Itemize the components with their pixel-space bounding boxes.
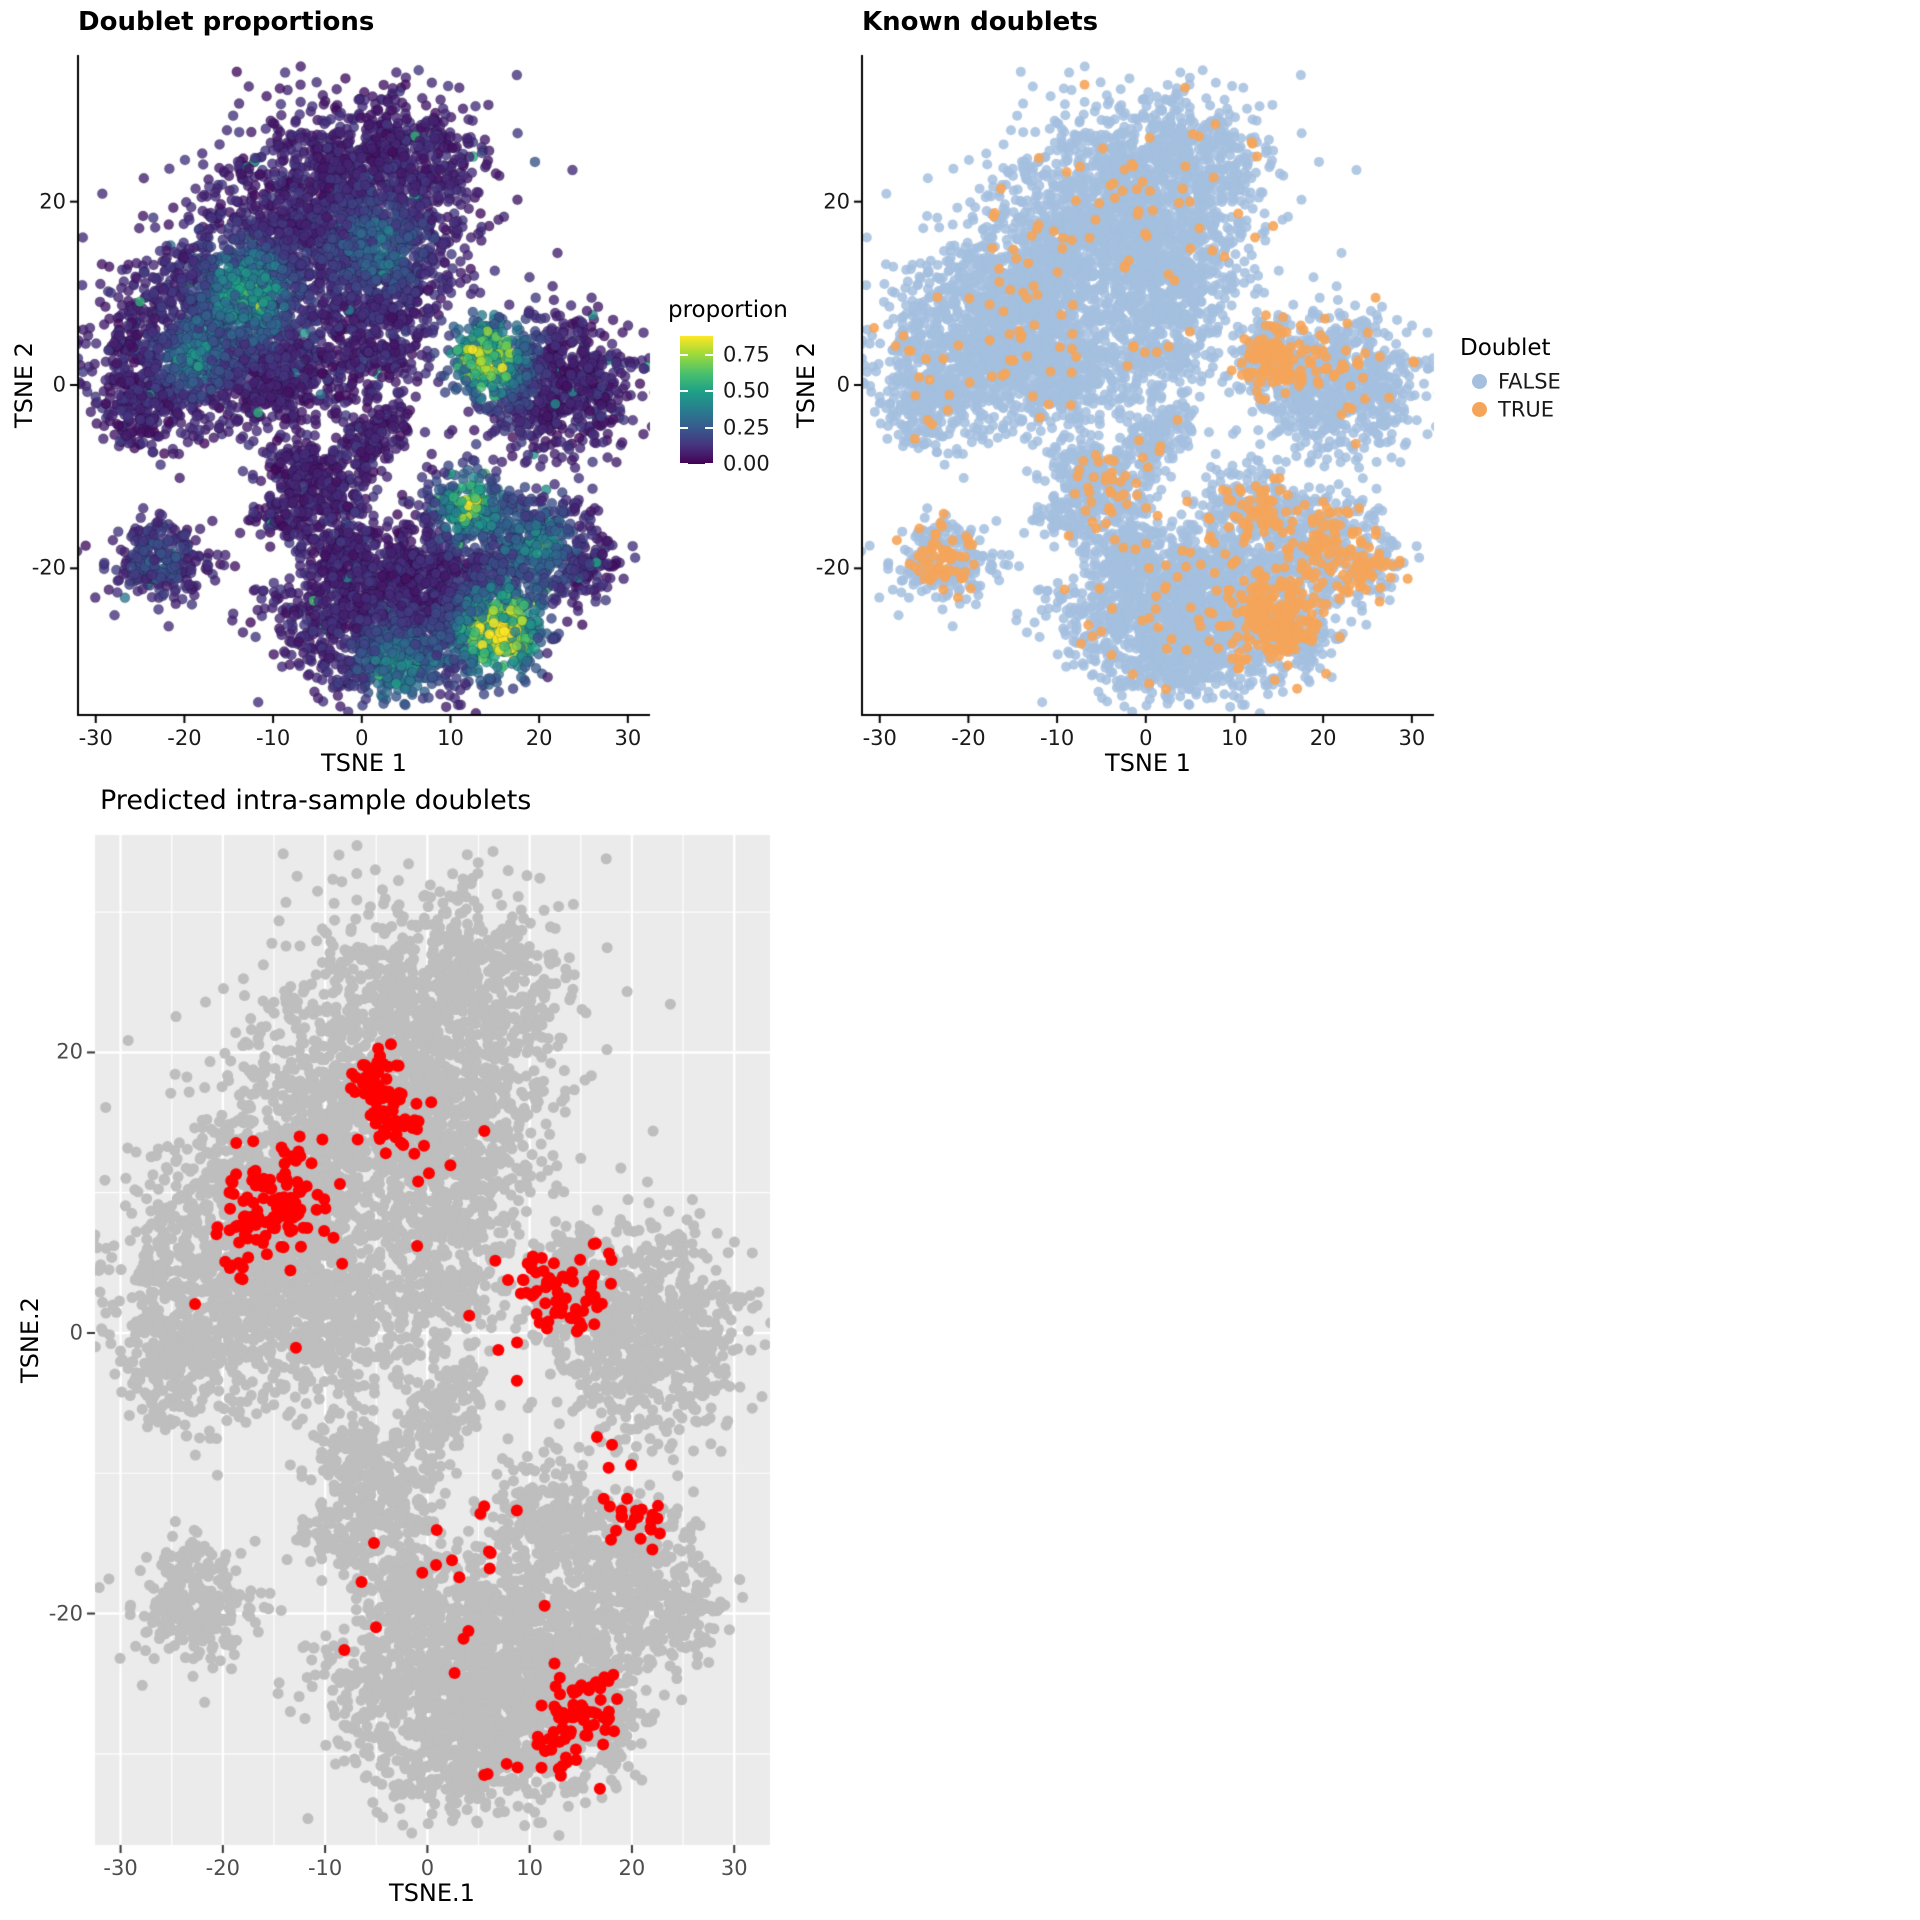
x-tick-label: -30 xyxy=(103,1856,138,1880)
y-tick-label: -20 xyxy=(31,555,66,580)
colorbar-tick xyxy=(705,390,713,393)
legend-swatch-false xyxy=(1472,374,1487,389)
x-tick-label: 0 xyxy=(1139,726,1153,750)
x-tick-label: 30 xyxy=(1398,726,1426,750)
colorbar-tick xyxy=(680,353,688,356)
plot2-y-axis-title: TSNE 2 xyxy=(791,342,820,428)
proportion-legend-title: proportion xyxy=(668,297,788,323)
doublet-legend-title: Doublet xyxy=(1460,335,1551,361)
x-tick-label: -20 xyxy=(167,726,202,750)
plot2-title: Known doublets xyxy=(862,7,1099,37)
legend-swatch-true xyxy=(1472,402,1487,417)
x-tick-label: 30 xyxy=(720,1856,748,1880)
colorbar-tick-label: 0.75 xyxy=(723,342,770,367)
x-tick-label: 0 xyxy=(355,726,369,750)
x-tick-label: -20 xyxy=(951,726,986,750)
colorbar-tick xyxy=(680,463,688,465)
colorbar-tick xyxy=(705,426,713,429)
y-tick-label: 20 xyxy=(56,1039,83,1064)
plot2-x-axis-title: TSNE 1 xyxy=(1105,749,1191,777)
y-tick-label: 0 xyxy=(69,1320,83,1345)
colorbar-tick-label: 0.25 xyxy=(723,415,770,440)
x-tick-label: -20 xyxy=(205,1856,240,1880)
colorbar-tick-label: 0.50 xyxy=(723,378,770,403)
y-tick-label: 20 xyxy=(823,189,850,214)
plot3-y-axis-title: TSNE.2 xyxy=(15,1297,44,1383)
colorbar-tick xyxy=(680,426,688,429)
x-tick-label: -10 xyxy=(307,1856,343,1880)
y-tick-label: 20 xyxy=(39,189,66,214)
x-tick-label: 20 xyxy=(525,726,553,750)
x-tick-label: 10 xyxy=(1221,726,1248,750)
legend-label-true: TRUE xyxy=(1498,397,1555,422)
x-tick-label: 30 xyxy=(614,726,642,750)
plot1-x-axis-title: TSNE 1 xyxy=(321,749,407,777)
plot1-y-axis-title: TSNE 2 xyxy=(9,342,38,428)
y-tick-label: 0 xyxy=(836,372,850,397)
y-tick-label: 0 xyxy=(52,372,66,397)
x-tick-label: -30 xyxy=(862,726,897,750)
x-tick-label: 0 xyxy=(420,1856,435,1880)
legend-label-false: FALSE xyxy=(1498,369,1561,394)
proportion-colorbar xyxy=(680,336,713,464)
x-tick-label: -10 xyxy=(255,726,291,750)
x-tick-label: -10 xyxy=(1039,726,1075,750)
x-tick-label: 10 xyxy=(437,726,464,750)
colorbar-tick xyxy=(705,463,713,465)
plot3-title: Predicted intra-sample doublets xyxy=(100,785,532,816)
colorbar-tick-label: 0.00 xyxy=(723,451,770,476)
x-tick-label: 20 xyxy=(618,1856,646,1880)
x-tick-label: 10 xyxy=(516,1856,544,1880)
plot1-title: Doublet proportions xyxy=(78,7,375,37)
y-tick-label: -20 xyxy=(48,1600,83,1625)
y-tick-label: -20 xyxy=(815,555,850,580)
colorbar-tick xyxy=(680,390,688,393)
x-tick-label: 20 xyxy=(1309,726,1337,750)
x-tick-label: -30 xyxy=(78,726,113,750)
plot3-x-axis-title: TSNE.1 xyxy=(389,1879,475,1907)
colorbar-tick xyxy=(705,353,713,356)
